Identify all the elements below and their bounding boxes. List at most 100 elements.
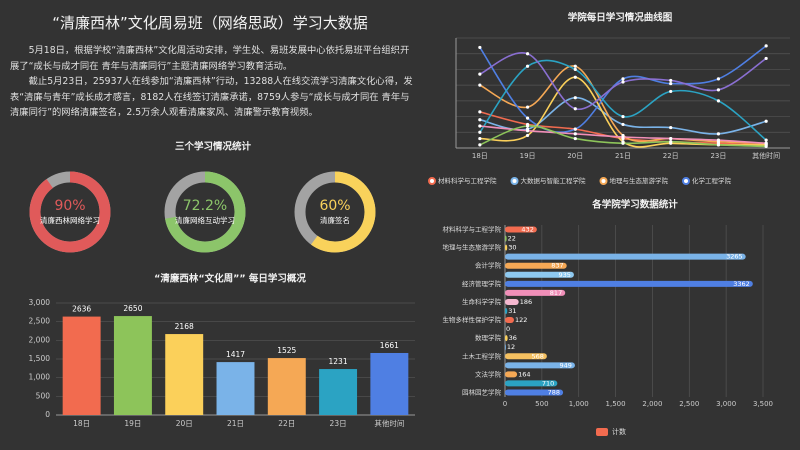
point <box>764 119 768 123</box>
point <box>621 141 625 145</box>
x-tick-label: 1,000 <box>569 400 589 408</box>
bar <box>505 353 547 360</box>
data-label: 432 <box>521 226 533 234</box>
point <box>716 99 721 103</box>
point <box>478 45 482 50</box>
x-tick-label: 500 <box>535 400 548 408</box>
x-tick-label: 18日 <box>73 419 90 428</box>
point <box>573 107 577 111</box>
point <box>716 143 721 147</box>
data-label: 22 <box>508 235 516 243</box>
point <box>669 81 673 86</box>
x-tick-label: 2,500 <box>679 400 699 408</box>
chart-title: “清廉西林“文化周”” 每日学习概况 <box>154 273 306 285</box>
bar <box>505 226 537 233</box>
data-label: 788 <box>548 388 560 396</box>
bar <box>216 362 255 415</box>
x-tick-label: 3,000 <box>716 400 736 408</box>
x-tick-label: 21日 <box>227 419 244 428</box>
data-label: 710 <box>542 379 554 387</box>
point <box>525 124 530 128</box>
series-line <box>479 59 767 141</box>
donut-value: 72.2% <box>183 198 227 214</box>
x-tick-label: 2,000 <box>642 400 662 408</box>
donut-value: 60% <box>319 198 350 214</box>
x-tick-label: 其他时间 <box>752 151 780 160</box>
y-tick-label: 500 <box>36 391 51 400</box>
bar <box>505 289 566 296</box>
point <box>621 135 625 139</box>
bar <box>505 308 508 314</box>
y-tick-label: 地理与生态旅游学院 <box>443 243 502 252</box>
chart-title: 学院每日学习情况曲线图 <box>568 12 673 24</box>
x-tick-label: 20日 <box>567 152 583 160</box>
donut-value: 90% <box>54 198 85 214</box>
intro-paragraph: 5月18日，根据学校“清廉西林”文化周活动安排，学生处、易班发展中心依托易班平台… <box>10 45 410 72</box>
y-tick-label: 2,000 <box>29 335 51 344</box>
point <box>478 143 482 147</box>
point <box>478 118 482 122</box>
x-tick-label: 其他时间 <box>374 418 404 428</box>
intro-paragraph: 截止5月23日，25937人在线参加“清廉西林”行动，13288人在线交流学习清… <box>10 76 413 118</box>
x-tick-label: 21日 <box>615 152 631 160</box>
bar <box>505 271 574 278</box>
point <box>621 77 625 81</box>
y-tick-label: 1,000 <box>29 373 51 382</box>
data-label: 0 <box>506 325 510 333</box>
y-tick-label: 土木工程学院 <box>462 351 502 360</box>
bar <box>505 389 564 396</box>
legend-marker <box>428 177 436 185</box>
x-tick-label: 22日 <box>278 419 295 428</box>
point <box>764 141 768 145</box>
point <box>525 133 530 138</box>
data-label: 3362 <box>733 280 750 288</box>
data-label: 837 <box>551 262 563 270</box>
x-tick-label: 18日 <box>472 152 488 160</box>
data-label: 2650 <box>123 304 142 313</box>
x-tick-label: 23日 <box>710 152 726 160</box>
bar <box>505 362 575 369</box>
bar <box>505 380 558 387</box>
bar <box>505 280 753 287</box>
y-tick-label: 生物多样性保护学院 <box>443 315 502 324</box>
point <box>669 140 673 144</box>
y-tick-label: 经济管理学院 <box>462 279 502 288</box>
y-tick-label: 数理学院 <box>475 333 502 342</box>
y-tick-label: 园林园艺学院 <box>462 387 502 396</box>
point <box>573 136 577 141</box>
point <box>669 78 673 83</box>
bar <box>505 244 508 251</box>
point <box>573 132 577 136</box>
data-label: 935 <box>559 271 571 279</box>
data-label: 1231 <box>329 357 348 366</box>
point <box>525 105 530 109</box>
donut-label: 清廉网络互动学习 <box>175 215 235 225</box>
bar <box>505 317 514 324</box>
data-label: 12 <box>507 343 515 351</box>
bar <box>267 358 306 415</box>
data-label: 186 <box>520 298 532 306</box>
bar <box>319 369 358 415</box>
donut-arc <box>294 171 376 253</box>
legend-label: 地理与生态旅游学院 <box>610 176 669 185</box>
data-label: 2168 <box>175 322 194 331</box>
chart-title: 各学院学习数据统计 <box>591 199 678 211</box>
legend-marker <box>599 177 608 185</box>
point <box>573 67 577 72</box>
bar <box>505 262 567 269</box>
point <box>621 80 625 84</box>
point <box>716 77 721 81</box>
point <box>764 56 768 61</box>
point <box>478 83 482 87</box>
data-label: 568 <box>531 352 543 360</box>
data-label: 3265 <box>726 253 743 261</box>
data-label: 31 <box>508 307 516 315</box>
legend-label: 化学工程学院 <box>692 176 732 185</box>
y-tick-label: 3,000 <box>29 298 51 307</box>
bar <box>505 298 519 305</box>
bar <box>505 235 507 242</box>
point <box>478 72 482 76</box>
y-tick-label: 2,500 <box>29 317 51 326</box>
donut-label: 清廉签名 <box>320 215 350 225</box>
